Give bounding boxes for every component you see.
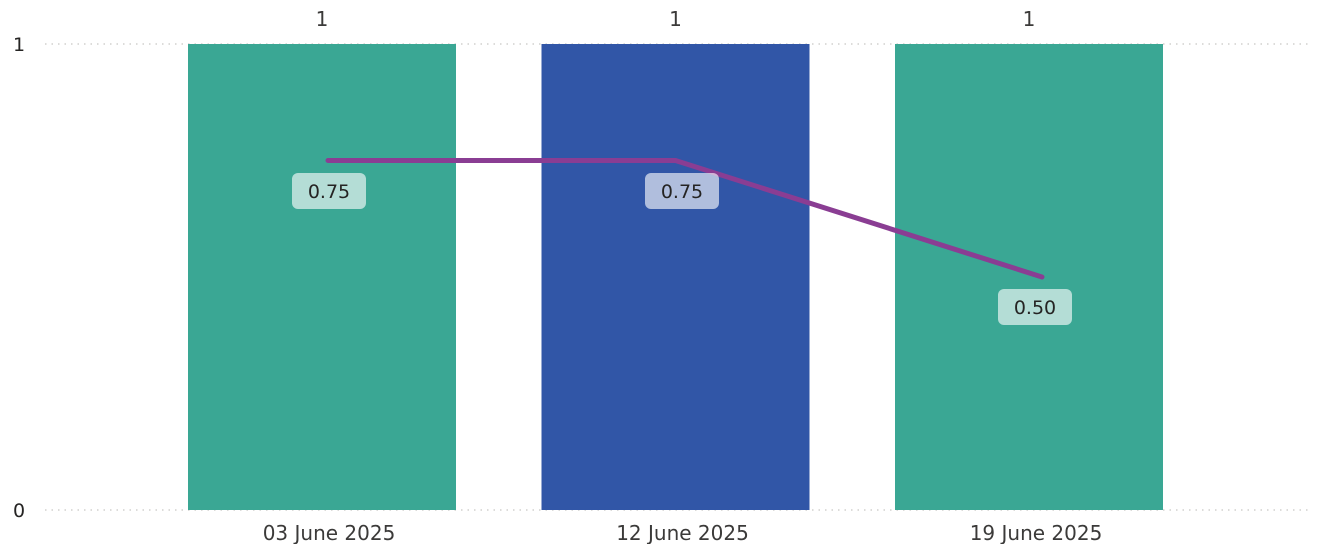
- line-label-box: [645, 173, 719, 209]
- line-value-label: 0.50: [998, 289, 1072, 325]
- x-category-label: 19 June 2025: [970, 521, 1103, 544]
- bar-value-labels: 1 1 1: [316, 7, 1036, 31]
- bar[interactable]: [188, 44, 456, 510]
- line-label-box: [998, 289, 1072, 325]
- line-label-text: 0.75: [661, 181, 703, 203]
- y-tick-label: 1: [13, 34, 25, 56]
- y-axis-ticks: 01: [13, 34, 25, 522]
- x-category-label: 03 June 2025: [263, 521, 396, 544]
- line-label-text: 0.50: [1014, 297, 1056, 319]
- line-value-label: 0.75: [645, 173, 719, 209]
- bar[interactable]: [895, 44, 1163, 510]
- line-series: [325, 158, 1045, 280]
- line-label-box: [292, 173, 366, 209]
- line-value-labels: 0.75 0.75 0.50: [292, 173, 1072, 325]
- line-label-text: 0.75: [308, 181, 350, 203]
- y-tick-label: 0: [13, 500, 25, 522]
- bar[interactable]: [541, 44, 810, 510]
- x-category-label: 12 June 2025: [616, 521, 749, 544]
- bar-value-label: 1: [1023, 7, 1036, 31]
- bars: [188, 44, 1163, 510]
- x-axis-categories: 03 June 2025 12 June 2025 19 June 2025: [263, 521, 1103, 544]
- bar-value-label: 1: [316, 7, 329, 31]
- bar-value-label: 1: [669, 7, 682, 31]
- line-series-path[interactable]: [325, 158, 1045, 280]
- line-value-label: 0.75: [292, 173, 366, 209]
